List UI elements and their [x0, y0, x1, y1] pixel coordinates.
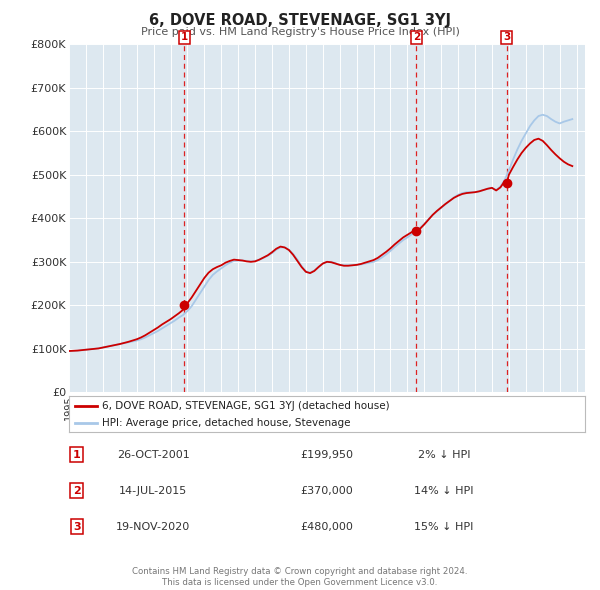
- Text: Price paid vs. HM Land Registry's House Price Index (HPI): Price paid vs. HM Land Registry's House …: [140, 27, 460, 37]
- Text: 26-OCT-2001: 26-OCT-2001: [116, 450, 190, 460]
- Text: This data is licensed under the Open Government Licence v3.0.: This data is licensed under the Open Gov…: [163, 578, 437, 588]
- Text: £199,950: £199,950: [301, 450, 353, 460]
- Text: 3: 3: [73, 522, 80, 532]
- Text: 2: 2: [73, 486, 80, 496]
- Text: £370,000: £370,000: [301, 486, 353, 496]
- Text: 6, DOVE ROAD, STEVENAGE, SG1 3YJ (detached house): 6, DOVE ROAD, STEVENAGE, SG1 3YJ (detach…: [101, 401, 389, 411]
- Text: Contains HM Land Registry data © Crown copyright and database right 2024.: Contains HM Land Registry data © Crown c…: [132, 566, 468, 576]
- Text: 14-JUL-2015: 14-JUL-2015: [119, 486, 187, 496]
- Text: HPI: Average price, detached house, Stevenage: HPI: Average price, detached house, Stev…: [101, 418, 350, 428]
- Text: 1: 1: [73, 450, 80, 460]
- Text: 3: 3: [503, 32, 511, 42]
- Text: 15% ↓ HPI: 15% ↓ HPI: [415, 522, 473, 532]
- Text: 2% ↓ HPI: 2% ↓ HPI: [418, 450, 470, 460]
- Text: 14% ↓ HPI: 14% ↓ HPI: [414, 486, 474, 496]
- Text: £480,000: £480,000: [301, 522, 353, 532]
- Text: 19-NOV-2020: 19-NOV-2020: [116, 522, 190, 532]
- Text: 1: 1: [181, 32, 188, 42]
- Text: 2: 2: [413, 32, 420, 42]
- Text: 6, DOVE ROAD, STEVENAGE, SG1 3YJ: 6, DOVE ROAD, STEVENAGE, SG1 3YJ: [149, 13, 451, 28]
